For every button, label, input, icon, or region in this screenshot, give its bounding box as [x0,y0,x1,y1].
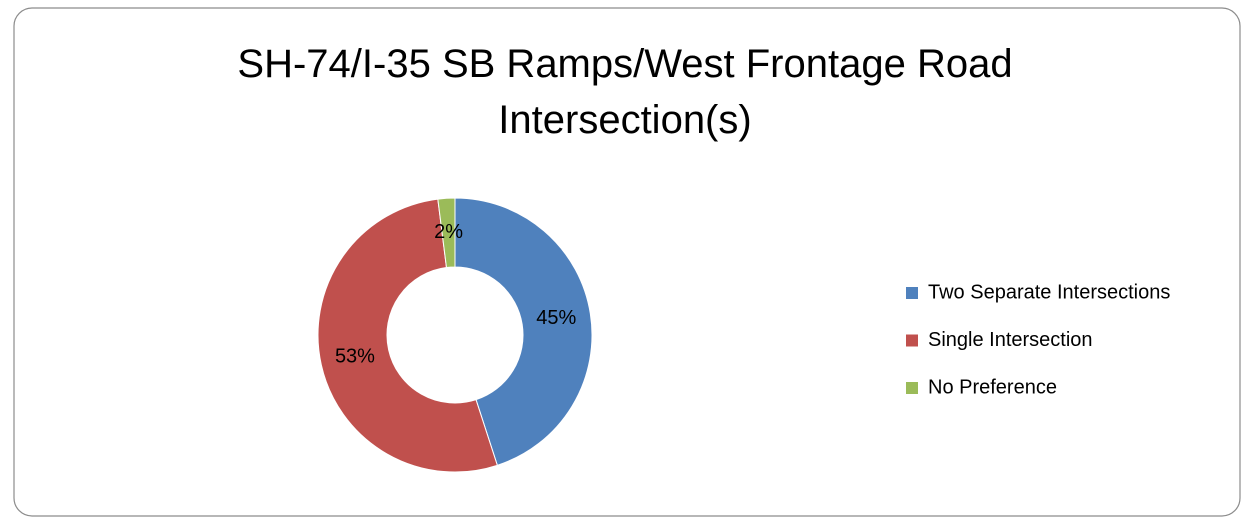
legend-label: Two Separate Intersections [928,281,1170,303]
donut-segment [437,197,456,269]
legend-marker [906,382,918,394]
chart-border [13,7,1241,517]
donut-segment [454,197,593,466]
legend-marker [906,334,918,347]
legend-label: Single Intersection [928,329,1093,351]
legend-marker [906,287,918,299]
legend-label: No Preference [928,376,1057,398]
chart-title: SH-74/I-35 SB Ramps/West Frontage Road I… [237,42,1013,142]
data-label: 2% [434,221,463,243]
data-label: 45% [536,307,576,329]
data-label: 53% [335,346,375,368]
donut-segment [317,198,498,473]
